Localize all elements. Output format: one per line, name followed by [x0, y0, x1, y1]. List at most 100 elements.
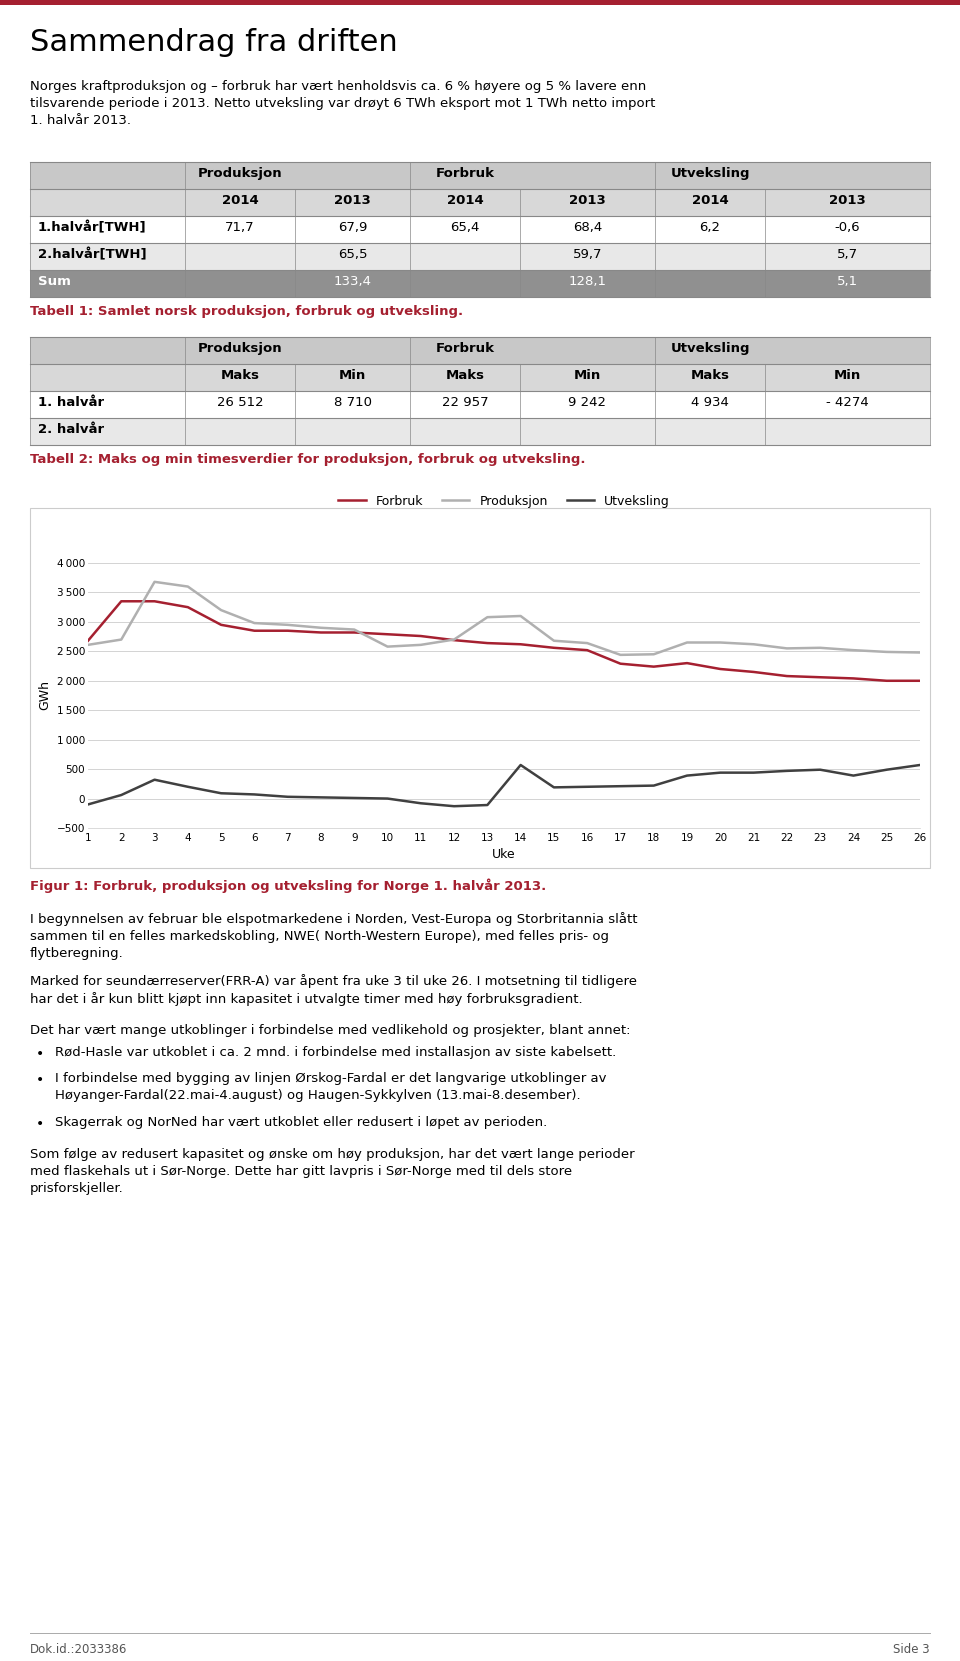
Text: 65,5: 65,5 — [338, 247, 368, 261]
Text: 128,1: 128,1 — [568, 276, 607, 287]
Text: Utveksling: Utveksling — [670, 342, 750, 355]
Produksjon — [748, 635, 759, 654]
Produksjon — [848, 639, 859, 659]
Forbruk — [448, 630, 460, 649]
Produksjon — [714, 633, 726, 653]
Forbruk — [648, 656, 660, 676]
Bar — [30, 337, 930, 364]
Bar — [0, 0, 960, 5]
Forbruk — [548, 638, 560, 658]
Forbruk — [515, 635, 526, 654]
Utveksling — [848, 766, 859, 786]
Text: Marked for seundærreserver(FRR-A) var åpent fra uke 3 til uke 26. I motsetning t: Marked for seundærreserver(FRR-A) var åp… — [30, 973, 637, 1007]
Text: 67,9: 67,9 — [338, 221, 367, 234]
Utveksling — [115, 786, 127, 806]
Produksjon — [448, 630, 460, 649]
Text: Forbruk: Forbruk — [436, 168, 494, 179]
Forbruk — [914, 671, 925, 691]
Bar — [30, 364, 930, 390]
Produksjon — [914, 643, 925, 663]
Forbruk — [814, 668, 826, 688]
Produksjon — [249, 613, 260, 633]
Text: Min: Min — [339, 369, 366, 382]
Text: Min: Min — [574, 369, 601, 382]
Utveksling — [548, 777, 560, 797]
Text: 2014: 2014 — [691, 194, 729, 208]
Text: 2014: 2014 — [446, 194, 484, 208]
Text: Rød-Hasle var utkoblet i ca. 2 mnd. i forbindelse med installasjon av siste kabe: Rød-Hasle var utkoblet i ca. 2 mnd. i fo… — [55, 1046, 616, 1060]
Produksjon — [348, 620, 360, 639]
Produksjon — [382, 636, 394, 656]
Text: I begynnelsen av februar ble elspotmarkedene i Norden, Vest-Europa og Storbritan: I begynnelsen av februar ble elspotmarke… — [30, 912, 637, 960]
Text: 2013: 2013 — [334, 194, 371, 208]
Text: 26 512: 26 512 — [217, 395, 263, 409]
Produksjon — [548, 631, 560, 651]
Produksjon — [781, 638, 793, 658]
Text: Produksjon: Produksjon — [198, 168, 282, 179]
Text: Skagerrak og NorNed har vært utkoblet eller redusert i løpet av perioden.: Skagerrak og NorNed har vært utkoblet el… — [55, 1116, 547, 1129]
Line: Utveksling: Utveksling — [88, 766, 920, 806]
Bar — [30, 163, 930, 189]
Text: •: • — [36, 1116, 44, 1131]
Text: Maks: Maks — [690, 369, 730, 382]
Produksjon — [182, 576, 194, 596]
Forbruk — [482, 633, 493, 653]
Forbruk — [83, 631, 94, 651]
Utveksling — [515, 756, 526, 776]
Text: 2. halvår: 2. halvår — [38, 424, 104, 435]
Forbruk — [315, 623, 326, 643]
Text: Side 3: Side 3 — [894, 1643, 930, 1656]
Utveksling — [415, 794, 426, 814]
Utveksling — [714, 762, 726, 782]
Bar — [30, 189, 930, 216]
Forbruk — [115, 591, 127, 611]
Text: 2013: 2013 — [569, 194, 606, 208]
Text: 65,4: 65,4 — [450, 221, 480, 234]
Text: Forbruk: Forbruk — [436, 342, 494, 355]
Bar — [30, 243, 930, 271]
Bar — [30, 216, 930, 243]
Forbruk — [582, 639, 593, 659]
Y-axis label: GWh: GWh — [38, 681, 51, 711]
Forbruk — [415, 626, 426, 646]
Bar — [30, 390, 930, 419]
Produksjon — [315, 618, 326, 638]
Text: -0,6: -0,6 — [834, 221, 860, 234]
Text: 6,2: 6,2 — [700, 221, 721, 234]
Produksjon — [215, 600, 227, 620]
Forbruk — [382, 625, 394, 644]
Forbruk — [282, 621, 294, 641]
Line: Forbruk: Forbruk — [88, 601, 920, 681]
Utveksling — [648, 776, 660, 796]
Text: - 4274: - 4274 — [827, 395, 869, 409]
Utveksling — [482, 796, 493, 816]
Text: Sum: Sum — [38, 276, 71, 287]
Text: 71,7: 71,7 — [226, 221, 254, 234]
Line: Produksjon: Produksjon — [88, 581, 920, 654]
Forbruk — [682, 653, 693, 673]
Utveksling — [215, 784, 227, 804]
Produksjon — [582, 633, 593, 653]
Text: 59,7: 59,7 — [573, 247, 602, 261]
Text: 1.halvår[TWH]: 1.halvår[TWH] — [38, 221, 147, 234]
Forbruk — [348, 623, 360, 643]
Text: 2.halvår[TWH]: 2.halvår[TWH] — [38, 247, 147, 261]
Text: I forbindelse med bygging av linjen Ørskog-Fardal er det langvarige utkoblinger : I forbindelse med bygging av linjen Ørsk… — [55, 1071, 607, 1101]
Text: 133,4: 133,4 — [333, 276, 372, 287]
Produksjon — [83, 635, 94, 654]
Produksjon — [115, 630, 127, 649]
Utveksling — [83, 794, 94, 814]
Forbruk — [848, 668, 859, 688]
Forbruk — [249, 621, 260, 641]
Bar — [30, 508, 930, 869]
Utveksling — [814, 759, 826, 779]
Utveksling — [582, 777, 593, 797]
Produksjon — [682, 633, 693, 653]
Produksjon — [415, 635, 426, 654]
Text: Figur 1: Forbruk, produksjon og utveksling for Norge 1. halvår 2013.: Figur 1: Forbruk, produksjon og utveksli… — [30, 879, 546, 892]
Produksjon — [881, 641, 893, 661]
Utveksling — [748, 762, 759, 782]
Utveksling — [682, 766, 693, 786]
Forbruk — [149, 591, 160, 611]
X-axis label: Uke: Uke — [492, 849, 516, 862]
